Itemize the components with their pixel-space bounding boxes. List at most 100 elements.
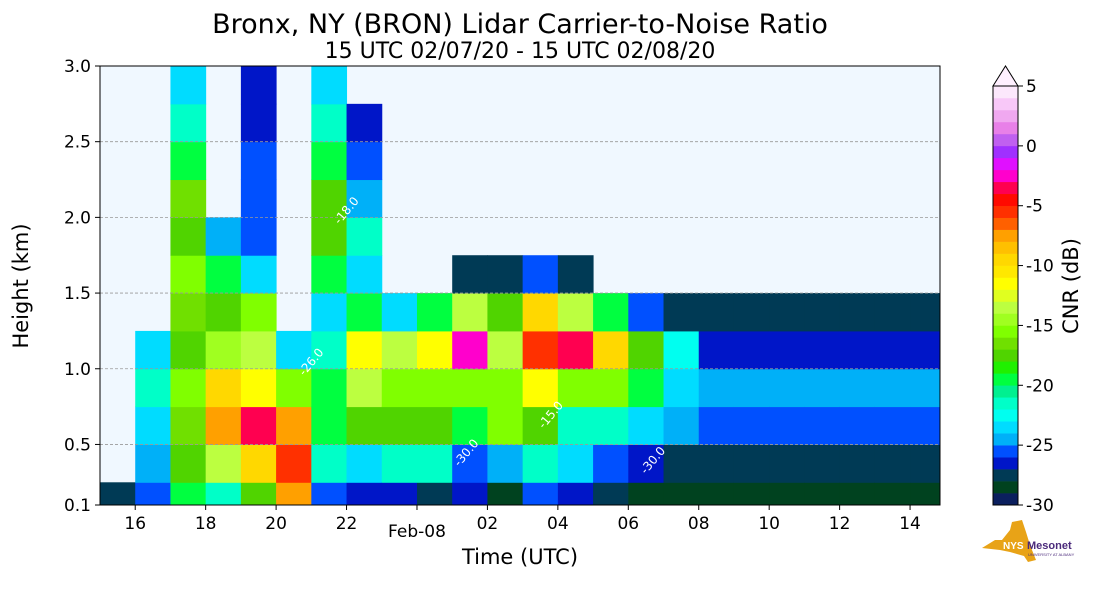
cnr-cell [733, 368, 770, 408]
cnr-cell [804, 330, 841, 370]
x-tick-label: 04 [547, 514, 569, 534]
cnr-cell [874, 293, 911, 332]
colorbar-tick-label: 5 [1026, 77, 1037, 97]
date-label: Feb-08 [388, 522, 446, 542]
cnr-cell [910, 482, 941, 506]
grid-lines [100, 141, 940, 445]
colorbar-swatch [993, 361, 1018, 374]
cnr-cell [839, 368, 876, 408]
cnr-cell [416, 482, 453, 506]
colorbar-tick-label: -10 [1026, 257, 1054, 277]
cnr-cell [346, 255, 383, 294]
cnr-cell [804, 368, 841, 408]
cnr-cell [628, 368, 665, 408]
cnr-cell [593, 444, 629, 483]
x-tick-label: 08 [688, 514, 710, 534]
y-tick-label: 1.0 [64, 360, 91, 380]
cnr-cell [240, 217, 277, 256]
cnr-cell [557, 330, 594, 370]
chart-title: Bronx, NY (BRON) Lidar Carrier-to-Noise … [212, 9, 828, 40]
cnr-cell [170, 444, 207, 483]
cnr-cell [416, 330, 453, 370]
cnr-cell [100, 482, 136, 506]
cnr-cell [135, 406, 171, 445]
cnr-cell [311, 482, 348, 506]
colorbar-swatch [993, 181, 1018, 195]
cnr-cell [346, 368, 383, 408]
cnr-cell [628, 406, 665, 445]
colorbar-swatch [993, 397, 1018, 410]
colorbar-swatch [993, 109, 1018, 123]
cnr-cell [663, 406, 700, 445]
cnr-cell [733, 293, 770, 332]
colorbar-swatch [993, 217, 1018, 230]
cnr-cell [522, 330, 559, 370]
colorbar-swatch [993, 409, 1018, 422]
cnr-cell [452, 444, 488, 483]
cnr-cell [240, 482, 277, 506]
cnr-cell [698, 330, 735, 370]
colorbar-swatch [993, 289, 1018, 302]
cnr-cell [346, 179, 383, 218]
cnr-cell [205, 406, 242, 445]
cnr-cell [663, 482, 700, 506]
cnr-cell [663, 330, 700, 370]
y-tick-label: 0.5 [64, 435, 91, 455]
colorbar-swatch [993, 493, 1018, 506]
cnr-cell [170, 141, 207, 181]
cnr-cell [698, 444, 735, 483]
cnr-cell [135, 444, 171, 483]
cnr-cell [839, 293, 876, 332]
cnr-cell [381, 293, 418, 332]
cnr-cell [839, 444, 876, 483]
cnr-cell [135, 482, 171, 506]
cnr-cell [240, 141, 277, 181]
cnr-cell [804, 406, 841, 445]
colorbar-tick-label: -25 [1026, 436, 1054, 456]
cnr-cell [733, 406, 770, 445]
cnr-cell [452, 293, 488, 332]
x-tick-label: 10 [758, 514, 780, 534]
cnr-cell [452, 368, 488, 408]
colorbar-swatch [993, 421, 1018, 434]
cnr-cell [205, 444, 242, 483]
cnr-cell [628, 482, 665, 506]
x-tick-label: 22 [336, 514, 358, 534]
colorbar-swatch [993, 385, 1018, 398]
colorbar-swatch [993, 433, 1018, 446]
cnr-cell [276, 444, 312, 483]
cnr-cell [276, 406, 312, 445]
cnr-cell [733, 330, 770, 370]
cnr-cell [381, 482, 418, 506]
cnr-cell [557, 406, 594, 445]
cnr-cell [804, 444, 841, 483]
colorbar-tick-label: -15 [1026, 316, 1054, 336]
cnr-cell [487, 255, 524, 294]
colorbar-swatch [993, 337, 1018, 350]
colorbar-swatch [993, 349, 1018, 362]
cnr-cell [487, 368, 524, 408]
colorbar-swatch [993, 157, 1018, 171]
cnr-cell [205, 293, 242, 332]
colorbar-tick-label: -5 [1026, 197, 1043, 217]
cnr-cell [733, 444, 770, 483]
x-tick-label: 16 [124, 514, 146, 534]
cnr-cell [311, 179, 348, 218]
cnr-cell [557, 293, 594, 332]
colorbar: 5 0 -5 -10 -15 -20 -25 -30 [992, 65, 1054, 516]
cnr-cell [240, 444, 277, 483]
cnr-cell [311, 103, 348, 143]
cnr-cell [170, 255, 207, 294]
cnr-cell [276, 368, 312, 408]
cnr-cell [769, 368, 805, 408]
cnr-cell [346, 406, 383, 445]
cnr-cell [452, 330, 488, 370]
cnr-cell [240, 66, 277, 105]
cnr-cell [346, 482, 383, 506]
cnr-cell [698, 368, 735, 408]
colorbar-swatch [993, 277, 1018, 290]
cnr-cell [593, 368, 629, 408]
cnr-cell [240, 255, 277, 294]
x-tick-label: 20 [265, 514, 287, 534]
cnr-cell [487, 444, 524, 483]
